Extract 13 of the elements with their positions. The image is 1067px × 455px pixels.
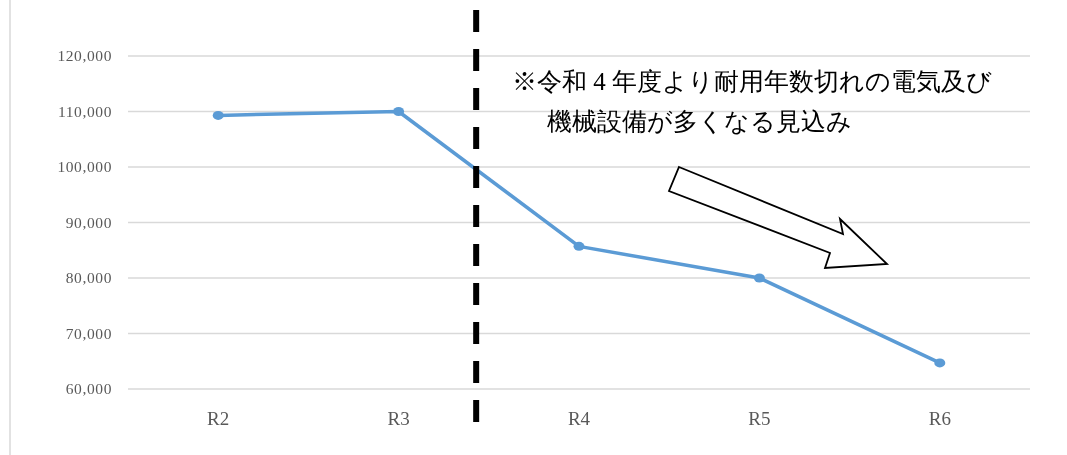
y-tick-label: 110,000 <box>58 102 112 120</box>
annotation: ※令和 4 年度より耐用年数切れの電気及び機械設備が多くなる見込み <box>512 67 993 137</box>
x-tick-label: R5 <box>748 408 771 429</box>
y-tick-label: 80,000 <box>65 269 112 286</box>
x-tick-label: R3 <box>387 408 410 429</box>
y-tick-label: 100,000 <box>57 158 112 175</box>
y-tick-label: 70,000 <box>65 324 112 342</box>
x-tick-label: R4 <box>567 408 591 429</box>
y-tick-label: 120,000 <box>57 47 112 64</box>
y-tick-label: 60,000 <box>65 380 112 397</box>
x-tick-label: R2 <box>207 408 230 429</box>
y-tick-label: 90,000 <box>65 213 112 231</box>
x-tick-label: R6 <box>928 408 951 429</box>
